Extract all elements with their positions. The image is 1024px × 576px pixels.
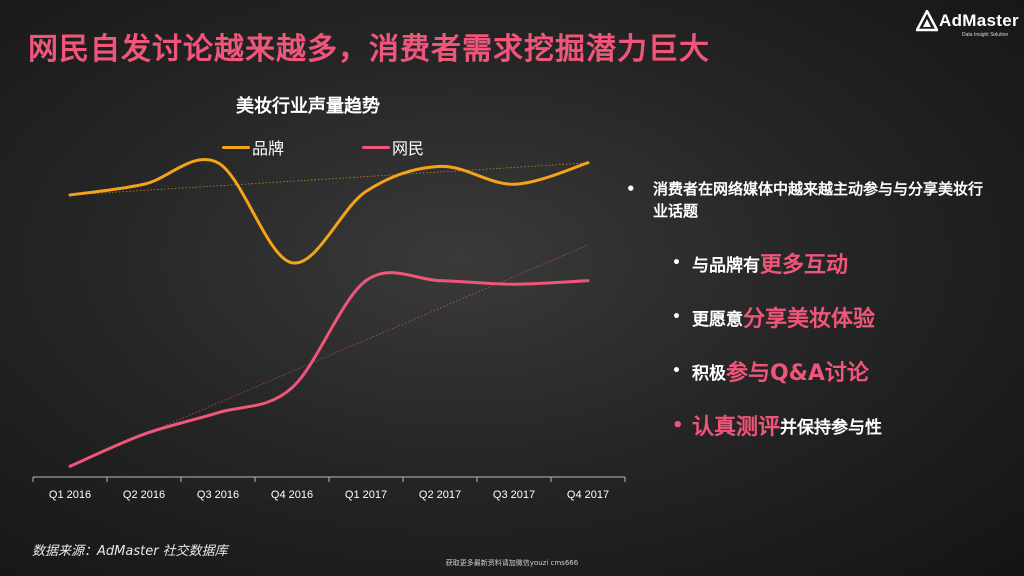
x-tick-label: Q3 2017 [493,489,535,501]
admaster-logo-icon [916,10,938,32]
logo-text: AdMaster [939,11,1019,30]
sub-bullet-text: 与品牌有 [692,255,760,276]
sub-bullet-1: • 与品牌有 更多互动 [672,246,848,280]
sub-bullet-3: • 积极 参与Q&A讨论 [672,354,869,388]
legend-swatch-brand [222,145,250,149]
sub-bullet-text: 积极 [692,363,726,384]
sub-bullet-2: • 更愿意 分享美妆体验 [672,300,875,334]
sub-bullet-text: 并保持参与性 [780,417,883,438]
x-tick-label: Q3 2016 [197,489,239,501]
sub-bullet-text: 更愿意 [692,309,743,330]
sub-bullet-highlight: 参与Q&A讨论 [726,361,869,386]
x-tick-label: Q4 2017 [567,489,609,501]
bullet-dot: • [626,180,636,198]
x-tick-label: Q2 2016 [123,489,165,501]
x-tick-label: Q4 2016 [271,489,313,501]
chart-title: 美妆行业声量趋势 [236,96,380,117]
sub-bullet-highlight: 分享美妆体验 [743,307,876,332]
main-bullet-text: 消费者在网络媒体中越来越主动参与与分享美妆行业话题 [653,180,984,220]
trendline-brand [69,162,589,196]
bullet-dot: • [672,309,681,325]
slide-title: 网民自发讨论越来越多，消费者需求挖掘潜力巨大 [28,32,710,67]
sub-bullet-highlight: 更多互动 [760,253,849,278]
data-source-note: 数据来源：AdMaster 社交数据库 [32,544,228,559]
legend-item-netizen: 网民 [362,136,424,158]
bullet-dot: • [672,363,681,379]
admaster-logo: AdMaster Data Insight Solution [916,10,1019,42]
legend-label-brand: 品牌 [252,139,285,158]
legend-label-netizen: 网民 [392,139,425,158]
x-tick-label: Q2 2017 [419,489,461,501]
x-tick-label: Q1 2017 [345,489,387,501]
legend-item-brand: 品牌 [222,136,284,158]
main-bullet: • 消费者在网络媒体中越来越主动参与与分享美妆行业话题 [626,178,988,222]
series-line-netizen [68,271,590,468]
footer-note: 获取更多最新资料请加微信youzi cms666 [445,559,579,567]
bullet-dot: • [672,255,681,271]
sub-bullet-4: • 认真测评 并保持参与性 [672,408,882,442]
series-line-brand [68,158,590,265]
logo-tagline: Data Insight Solution [962,32,1009,38]
sub-bullet-highlight: 认真测评 [692,415,781,440]
bullet-dot: • [672,414,684,436]
x-tick-label: Q1 2016 [49,489,91,501]
legend-swatch-netizen [362,145,390,149]
trendline-netizen [69,244,589,467]
